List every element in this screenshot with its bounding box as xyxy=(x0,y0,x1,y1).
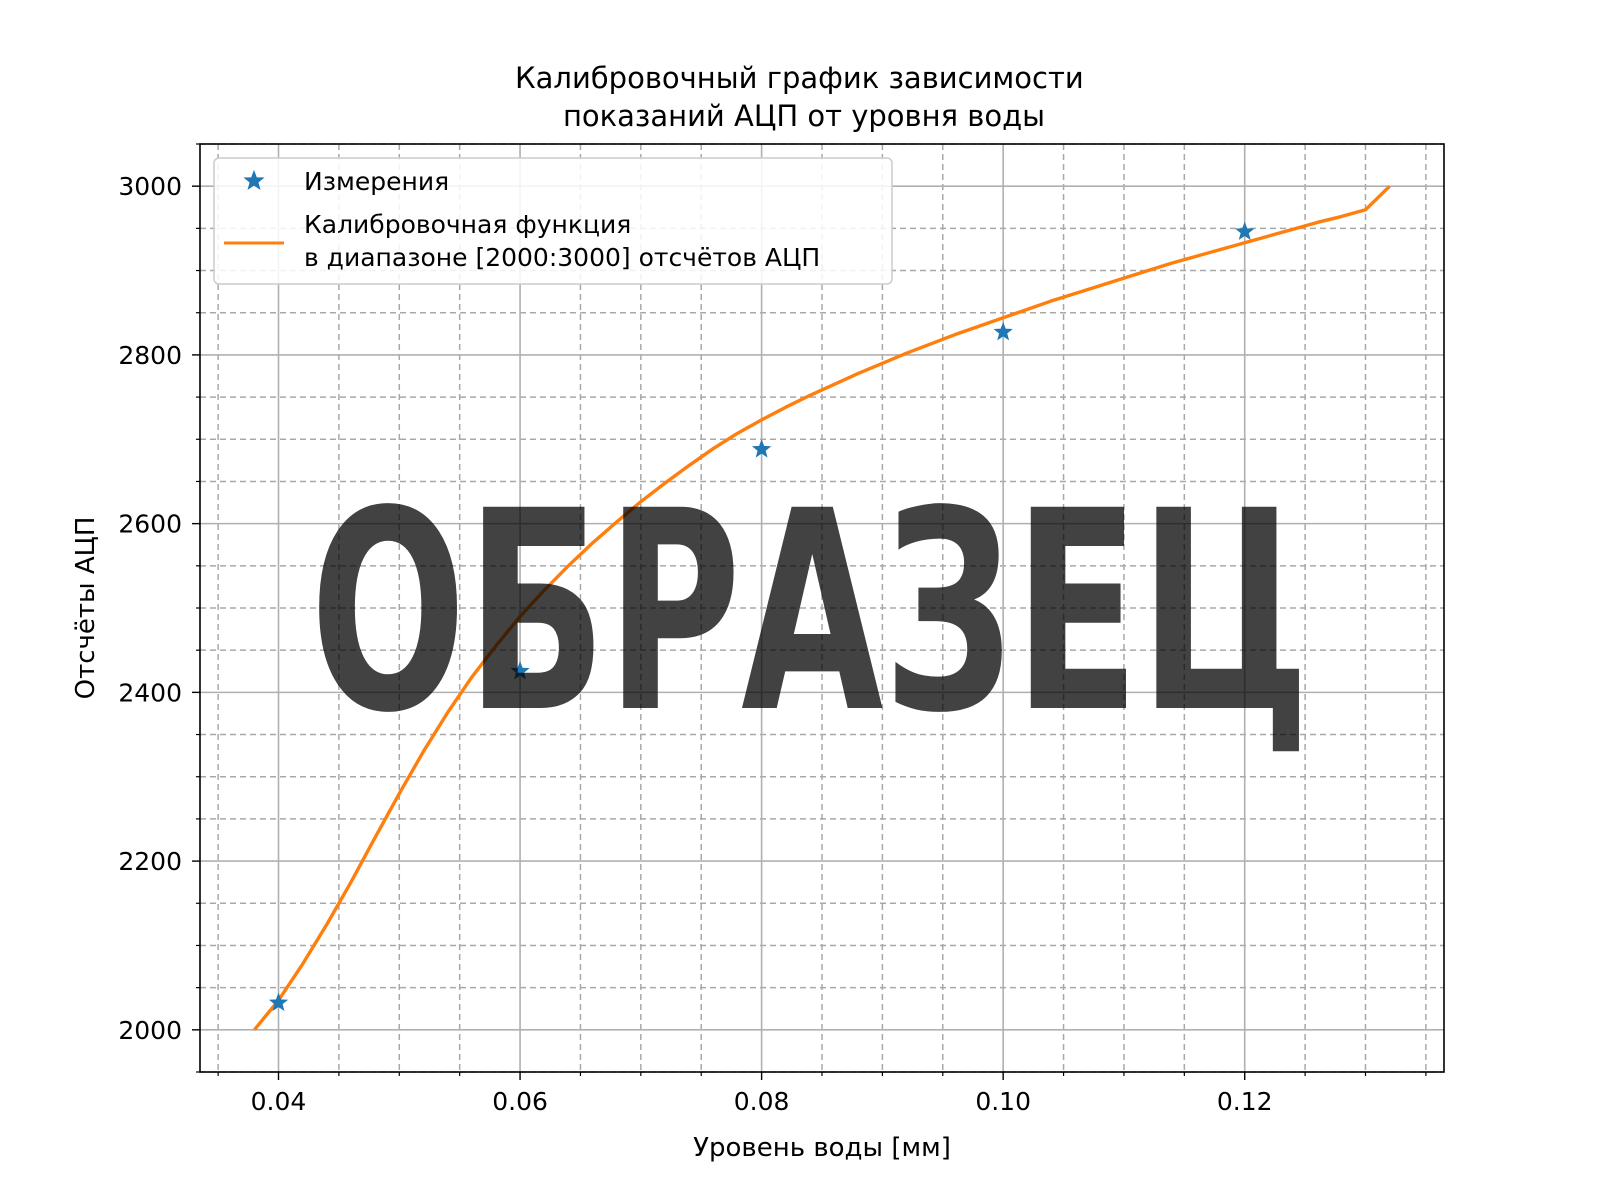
y-tick-label: 2400 xyxy=(118,678,182,707)
calibration-line-series xyxy=(253,184,1391,1031)
chart-title-line-2: показаний АЦП от уровня воды xyxy=(563,99,1045,133)
x-tick-label: 0.10 xyxy=(975,1087,1031,1116)
x-tick-label: 0.06 xyxy=(492,1087,548,1116)
chart-title-line-1: Калибровочный график зависимости xyxy=(515,61,1084,95)
legend-star-marker xyxy=(243,169,265,191)
x-tick-label: 0.08 xyxy=(734,1087,790,1116)
y-tick-label: 2800 xyxy=(118,341,182,370)
measurement-point xyxy=(993,321,1013,341)
x-tick-label: 0.04 xyxy=(251,1087,307,1116)
measurement-series xyxy=(268,221,1255,1012)
measurement-point xyxy=(751,439,772,458)
legend-calibration-label: Калибровочная функция в диапазоне [2000:… xyxy=(304,210,820,272)
chart-title: Калибровочный график зависимости показан… xyxy=(515,61,1093,133)
y-tick-label: 3000 xyxy=(118,172,182,201)
y-axis-ticks: 2000 2200 2400 2600 2800 3000 xyxy=(118,143,200,1073)
measurement-point xyxy=(510,661,530,680)
y-tick-label: 2600 xyxy=(118,510,182,539)
y-tick-label: 2200 xyxy=(118,847,182,876)
y-axis-label: Отсчёты АЦП xyxy=(71,517,101,700)
y-tick-label: 2000 xyxy=(118,1016,182,1045)
legend-calibration-label-line-1: Калибровочная функция xyxy=(304,210,631,239)
legend-measurements-label: Измерения xyxy=(304,167,449,196)
legend-measurements-marker xyxy=(243,169,265,191)
legend-box xyxy=(213,157,893,285)
x-axis-label: Уровень воды [мм] xyxy=(693,1133,951,1163)
measurement-point xyxy=(268,992,289,1012)
measurement-point xyxy=(1235,221,1255,240)
x-tick-label: 0.12 xyxy=(1217,1087,1273,1116)
legend-calibration-label-line-2: в диапазоне [2000:3000] отсчётов АЦП xyxy=(304,243,820,272)
x-axis-ticks: 0.04 0.06 0.08 0.10 0.12 xyxy=(217,1072,1427,1116)
watermark-stamp: ОБРАЗЕЦ xyxy=(310,453,1310,774)
legend: Измерения Калибровочная функция в диапаз… xyxy=(213,157,893,285)
calibration-line xyxy=(253,184,1391,1031)
